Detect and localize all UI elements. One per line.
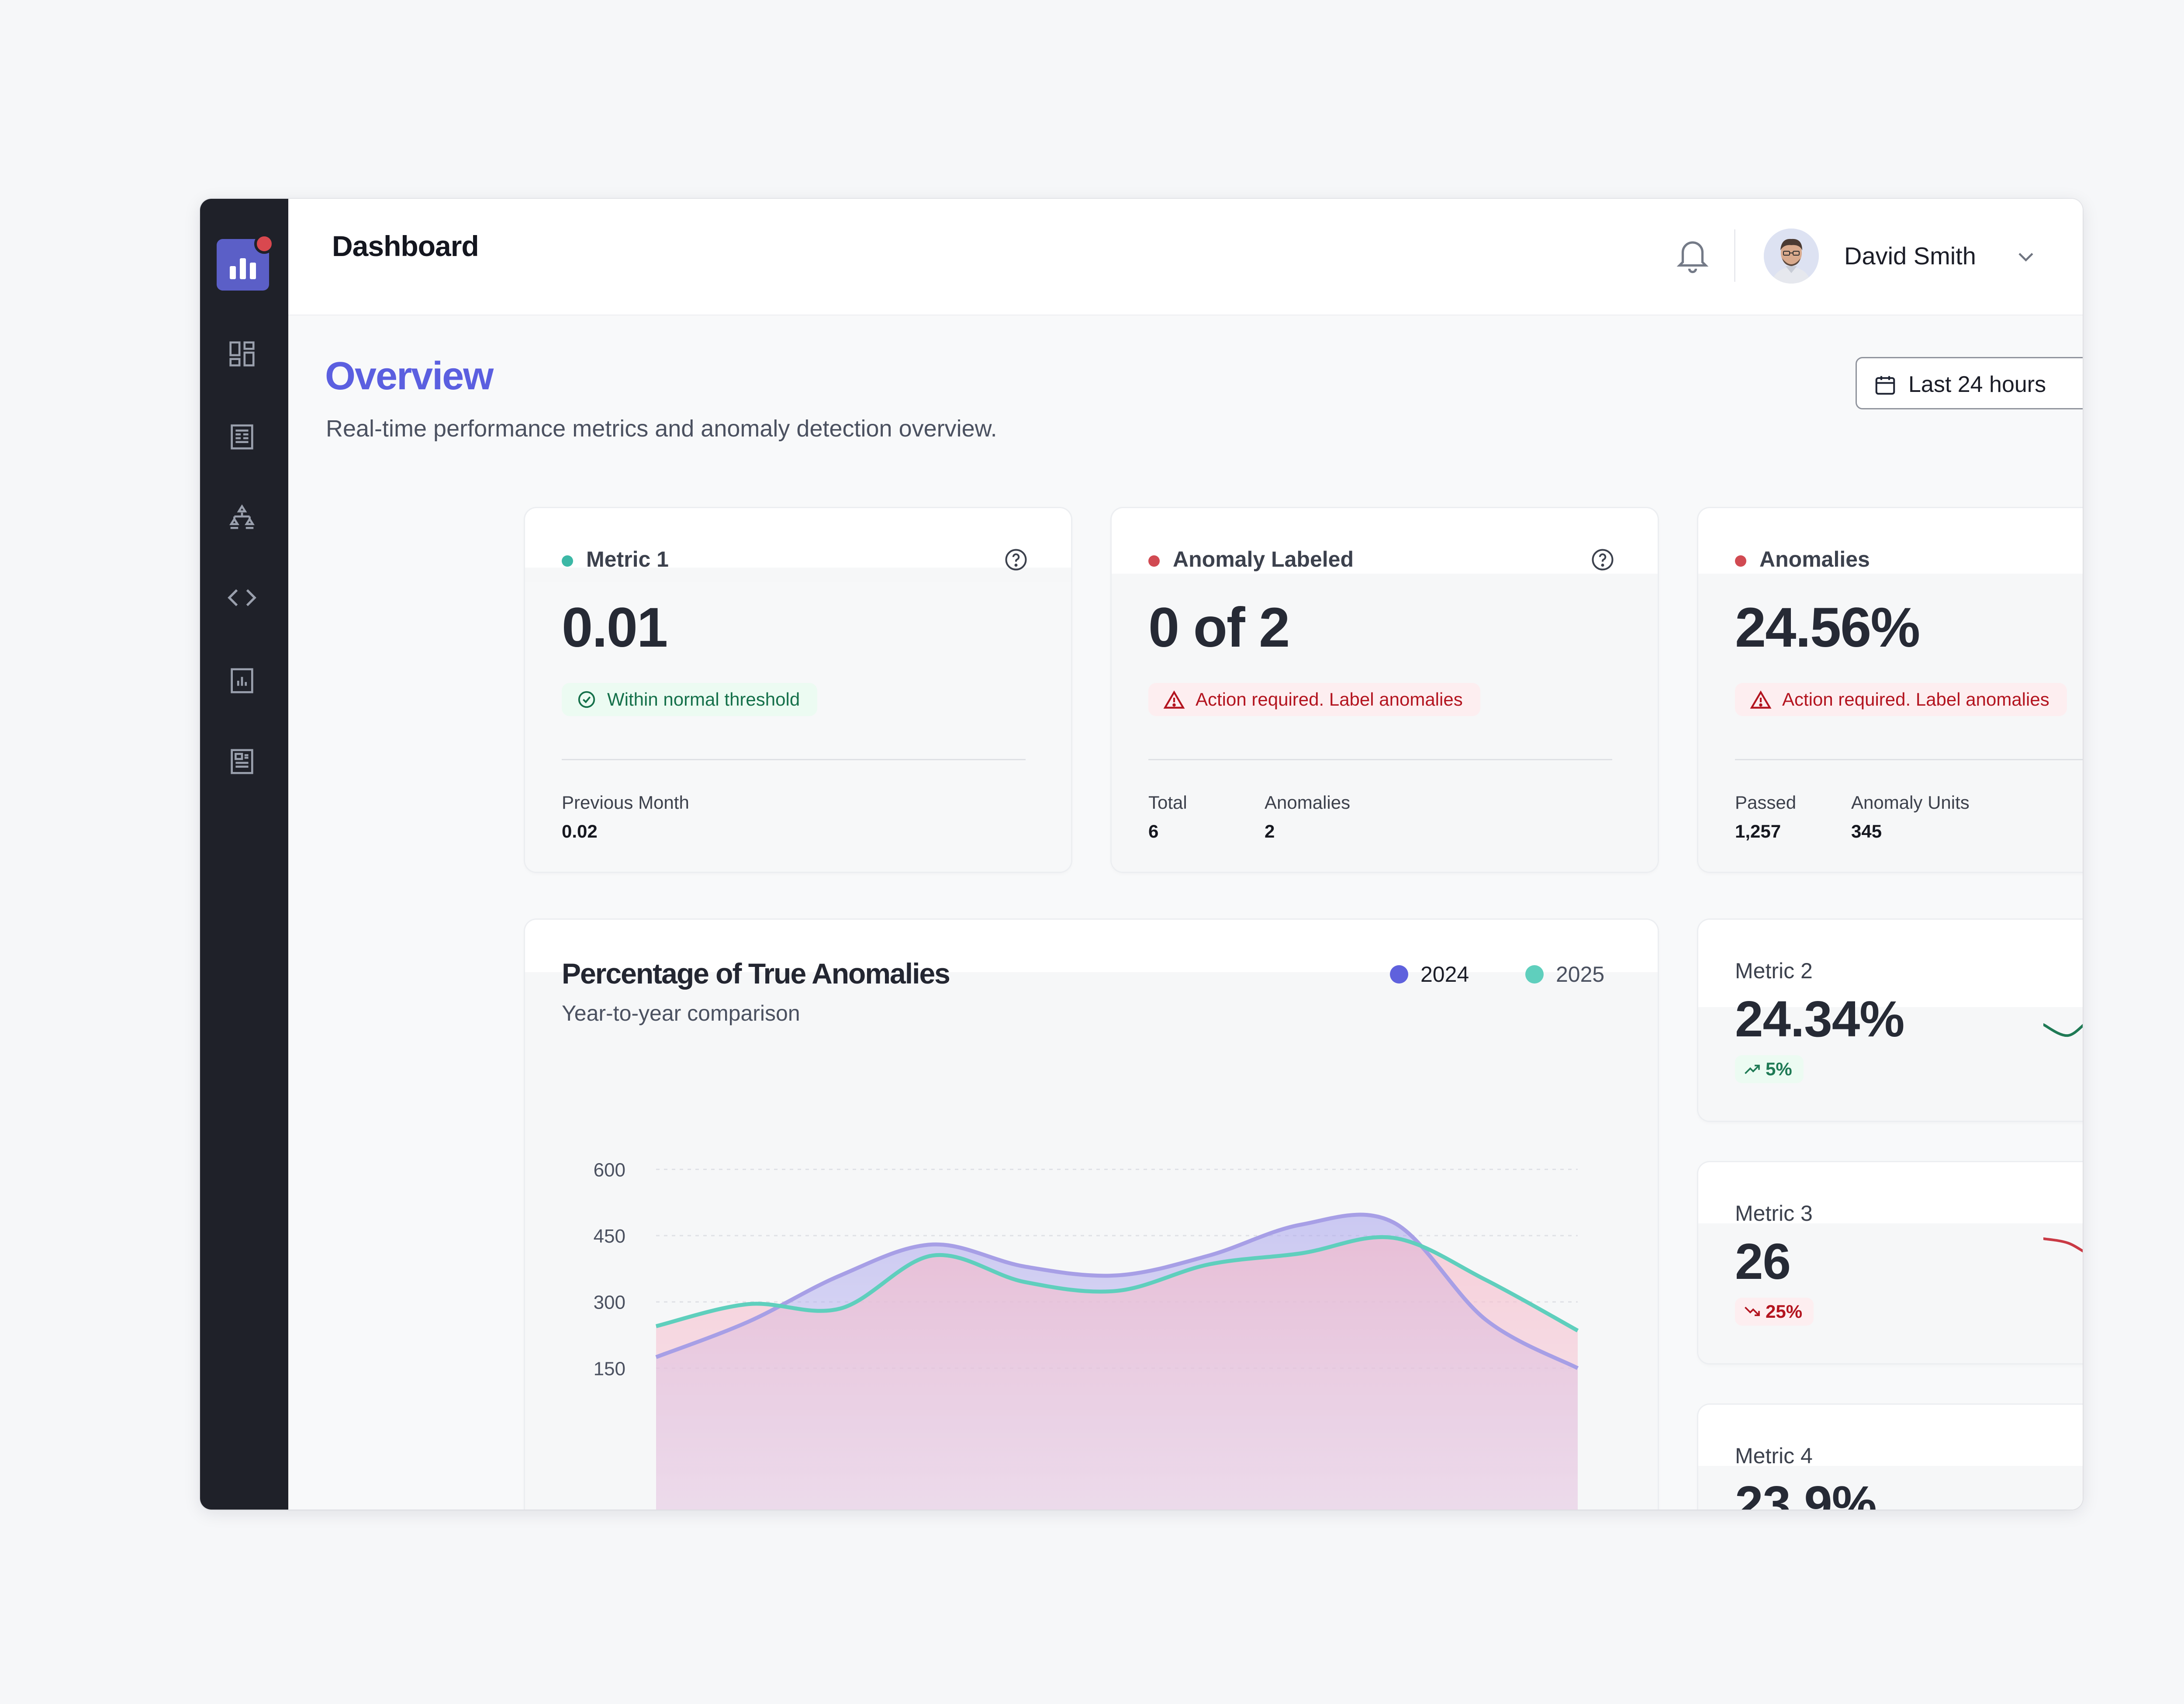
area-chart: 600 450 300 150 — [594, 1159, 1579, 1510]
sidebar-item-reports[interactable] — [225, 419, 259, 454]
hierarchy-icon — [229, 504, 255, 529]
mini-label: Metric 3 — [1735, 1201, 1813, 1226]
chevron-down-icon — [2018, 253, 2033, 262]
user-photo-icon — [1764, 229, 1819, 284]
sidebar-item-hierarchy[interactable] — [225, 500, 259, 535]
stat-value: 24.56% — [1735, 596, 1920, 659]
status-dot — [562, 555, 573, 567]
sparkline — [2043, 1237, 2083, 1253]
divider — [1735, 759, 2083, 760]
stat-card-anomalies: Anomalies 24.56% Action required. Label … — [1698, 508, 2083, 872]
y-tick-label: 450 — [594, 1226, 625, 1247]
sidebar-item-news[interactable] — [225, 744, 259, 779]
code-icon — [228, 589, 256, 606]
sidebar — [200, 199, 288, 1510]
mini-card-metric-3: Metric 3 26 25% — [1698, 1162, 2083, 1363]
main-content: Dashboard David Smith — [288, 199, 2083, 1510]
mini-card-metric-4: Metric 4 23.9% — [1698, 1405, 2083, 1510]
help-icon[interactable] — [1003, 547, 1029, 573]
chart-subtitle: Year-to-year comparison — [562, 1001, 800, 1025]
overview-heading: Overview — [325, 354, 494, 398]
sub-metric-value: 1,257 — [1735, 821, 1781, 842]
time-range-label: Last 24 hours — [1908, 372, 2046, 397]
page-title: Dashboard — [332, 230, 479, 262]
sub-metric-value: 2 — [1265, 821, 1275, 842]
sub-metric-value: 6 — [1148, 821, 1159, 842]
trend-badge: 5% — [1735, 1055, 1804, 1083]
check-circle-icon — [578, 691, 595, 708]
status-badge: Within normal threshold — [562, 683, 818, 716]
legend-item-2025[interactable]: 2025 — [1525, 962, 1604, 987]
news-document-icon — [231, 749, 253, 774]
sub-metric-value: 345 — [1851, 821, 1882, 842]
warning-icon — [1750, 690, 1772, 709]
mini-value: 26 — [1735, 1233, 1791, 1290]
stat-label: Metric 1 — [586, 547, 669, 571]
sub-metric-key: Anomaly Units — [1851, 792, 1970, 813]
sparkline-path — [2043, 1023, 2083, 1037]
sidebar-item-analytics[interactable] — [225, 663, 259, 698]
layout-grid-icon — [229, 341, 255, 367]
sparkline-path — [2043, 1237, 2083, 1253]
notifications-button[interactable] — [1673, 234, 1712, 277]
y-tick-label: 600 — [594, 1159, 625, 1181]
sub-metric-key: Passed — [1735, 792, 1797, 813]
sub-metric-key: Previous Month — [562, 792, 689, 813]
help-icon[interactable] — [1590, 547, 1616, 573]
overview-subtitle: Real-time performance metrics and anomal… — [326, 416, 997, 442]
stat-card-metric-1: Metric 1 0.01 Within normal threshold Pr… — [525, 508, 1071, 872]
y-tick-label: 150 — [594, 1358, 625, 1379]
mini-value: 24.34% — [1735, 991, 1904, 1047]
area-series-2025 — [656, 1237, 1578, 1510]
anomalies-chart-card: Percentage of True Anomalies Year-to-yea… — [525, 920, 1658, 1510]
legend-swatch — [1525, 965, 1544, 984]
sparkline — [2043, 1023, 2083, 1037]
sub-metric-value: 0.02 — [562, 821, 598, 842]
legend-swatch — [1390, 965, 1408, 984]
mini-card-metric-2: Metric 2 24.34% 5% — [1698, 920, 2083, 1121]
sidebar-item-code[interactable] — [225, 580, 259, 615]
time-range-select[interactable]: Last 24 hours — [1856, 357, 2083, 409]
mini-label: Metric 4 — [1735, 1444, 1813, 1468]
avatar[interactable] — [1764, 229, 1819, 284]
sub-metric-key: Total — [1148, 792, 1187, 813]
sidebar-item-dashboard[interactable] — [225, 336, 259, 371]
mini-label: Metric 2 — [1735, 959, 1813, 983]
stat-label: Anomaly Labeled — [1173, 547, 1354, 571]
line-series-2024 — [655, 1212, 1579, 1370]
status-dot — [1735, 555, 1746, 567]
trending-up-icon — [1745, 1064, 1760, 1074]
user-name[interactable]: David Smith — [1844, 242, 1976, 270]
stat-label: Anomalies — [1759, 547, 1870, 571]
dashboard-window: Dashboard David Smith — [200, 199, 2083, 1510]
top-bar: Dashboard David Smith — [288, 199, 2083, 315]
bell-icon — [1676, 241, 1709, 274]
y-tick-label: 300 — [594, 1292, 625, 1313]
calendar-icon — [1875, 376, 1895, 395]
bar-report-icon — [231, 668, 253, 693]
trending-down-icon — [1745, 1306, 1760, 1316]
document-list-icon — [231, 424, 253, 450]
notification-dot — [254, 234, 274, 254]
chart-title: Percentage of True Anomalies — [562, 957, 950, 990]
stat-value: 0.01 — [562, 596, 668, 659]
legend-item-2024[interactable]: 2024 — [1390, 962, 1469, 987]
status-badge: Action required. Label anomalies — [1148, 683, 1480, 716]
status-badge: Action required. Label anomalies — [1735, 683, 2067, 716]
warning-icon — [1163, 690, 1185, 709]
header-divider — [1734, 229, 1735, 282]
user-menu-toggle[interactable] — [2013, 246, 2039, 268]
stat-card-anomaly-labeled: Anomaly Labeled 0 of 2 Action required. … — [1112, 508, 1658, 872]
divider — [1148, 759, 1612, 760]
sub-metric-key: Anomalies — [1265, 792, 1351, 813]
divider — [562, 759, 1026, 760]
line-series-2025 — [655, 1235, 1579, 1333]
sparkline — [2043, 1470, 2083, 1510]
mini-value: 23.9% — [1735, 1475, 1877, 1510]
stat-value: 0 of 2 — [1148, 596, 1290, 659]
trend-badge: 25% — [1735, 1298, 1814, 1326]
status-dot — [1148, 555, 1160, 567]
app-logo[interactable] — [217, 234, 274, 291]
